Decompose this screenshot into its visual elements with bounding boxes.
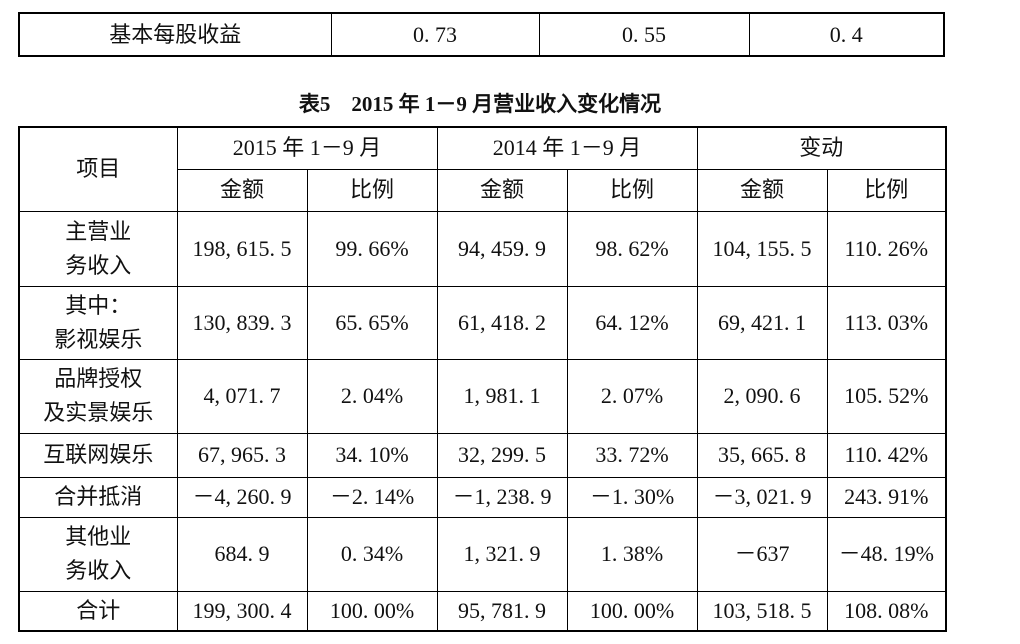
cell: 35, 665. 8	[696, 432, 828, 478]
cell: 1, 321. 9	[436, 516, 568, 592]
sub-header: 比例	[306, 168, 438, 212]
label-line: 互联网娱乐	[43, 442, 154, 467]
data-row: 其他业 务收入 684. 9 0. 34% 1, 321. 9 1. 38% －637 －48…	[18, 516, 947, 592]
cell: －1. 30%	[566, 476, 698, 518]
label-line: 务收入	[65, 558, 132, 583]
label-line: 其中：	[65, 292, 132, 318]
row-label: 品牌授权 及实景娱乐	[18, 358, 178, 434]
cell: 105. 52%	[826, 358, 947, 434]
label-line: 品牌授权	[54, 366, 143, 391]
group-header: 2015 年 1－9 月	[176, 126, 438, 170]
label-line: 务收入	[65, 252, 132, 278]
label-line: 主营业	[65, 218, 132, 244]
data-row: 其中： 影视娱乐 130, 839. 3 65. 65% 61, 418. 2 64. 1…	[18, 285, 947, 360]
cell: 243. 91%	[826, 476, 947, 518]
cell: 2, 090. 6	[696, 358, 828, 434]
header-row: 项目 2015 年 1－9 月 2014 年 1－9 月变动	[18, 126, 947, 212]
group-header: 2014 年 1－9 月	[436, 126, 698, 170]
cell: －48. 19%	[826, 516, 947, 592]
sub-header: 比例	[566, 168, 698, 212]
data-row: 品牌授权 及实景娱乐 4, 071. 7 2. 04% 1, 981. 1 2. 07% 2…	[18, 358, 947, 434]
cell: 2. 07%	[566, 358, 698, 434]
cell: 110. 26%	[826, 210, 947, 287]
label-line: 合并抵消	[54, 484, 143, 509]
cell: －2. 14%	[306, 476, 438, 518]
data-row: 主营业 务收入 198, 615. 5 99. 66% 94, 459. 9 98. 62…	[18, 210, 947, 287]
cell: 199, 300. 4	[176, 590, 308, 632]
cell: 198, 615. 5	[176, 210, 308, 287]
cell: 95, 781. 9	[436, 590, 568, 632]
label-line: 及实景娱乐	[43, 400, 154, 425]
sub-header: 比例	[826, 168, 947, 212]
cell: 108. 08%	[826, 590, 947, 632]
group-header: 变动	[696, 126, 947, 170]
cell: 1, 981. 1	[436, 358, 568, 434]
cell: －3, 021. 9	[696, 476, 828, 518]
label-line: 其他业	[65, 524, 132, 549]
cell: 98. 62%	[566, 210, 698, 287]
cell: 34. 10%	[306, 432, 438, 478]
cell: 0. 55	[538, 12, 750, 57]
revenue-table: 项目 2015 年 1－9 月 2014 年 1－9 月变动 金额 比例 金额 比例 金额 比例…	[18, 126, 948, 632]
row-label: 互联网娱乐	[18, 432, 178, 478]
cell: 32, 299. 5	[436, 432, 568, 478]
row-label: 主营业 务收入	[18, 210, 178, 287]
header-cell: 项目	[18, 126, 178, 212]
cell: 67, 965. 3	[176, 432, 308, 478]
cell: 0. 34%	[306, 516, 438, 592]
cell: －637	[696, 516, 828, 592]
cell: 基本每股收益	[18, 12, 332, 57]
row-label: 其中： 影视娱乐	[18, 285, 178, 360]
cell: 64. 12%	[566, 285, 698, 360]
table-caption: 表5 2015 年 1－9 月营业收入变化情况	[298, 92, 662, 116]
label-line: 合计	[76, 597, 121, 623]
row-label: 合计	[18, 590, 178, 632]
cell: 1. 38%	[566, 516, 698, 592]
top-table: 基本每股收益 0. 73 0. 55 0. 4	[18, 12, 945, 57]
cell: 103, 518. 5	[696, 590, 828, 632]
cell: 61, 418. 2	[436, 285, 568, 360]
cell: 113. 03%	[826, 285, 947, 360]
cell: 100. 00%	[306, 590, 438, 632]
cell: 4, 071. 7	[176, 358, 308, 434]
row-label: 合并抵消	[18, 476, 178, 518]
data-row: 合并抵消 －4, 260. 9 －2. 14% －1, 238. 9 －1. 30% －3…	[18, 476, 947, 518]
cell: 69, 421. 1	[696, 285, 828, 360]
sub-header: 金额	[176, 168, 308, 212]
data-row: 互联网娱乐 67, 965. 3 34. 10% 32, 299. 5 33. 72% 3…	[18, 432, 947, 478]
cell: 0. 73	[330, 12, 540, 57]
cell: 110. 42%	[826, 432, 947, 478]
sub-header: 金额	[696, 168, 828, 212]
cell: 100. 00%	[566, 590, 698, 632]
cell: 94, 459. 9	[436, 210, 568, 287]
data-row: 合计 199, 300. 4 100. 00% 95, 781. 9 100. 00% 1…	[18, 590, 947, 632]
cell: －1, 238. 9	[436, 476, 568, 518]
cell: 130, 839. 3	[176, 285, 308, 360]
sub-header: 金额	[436, 168, 568, 212]
cell: 33. 72%	[566, 432, 698, 478]
cell: 0. 4	[748, 12, 945, 57]
cell: －4, 260. 9	[176, 476, 308, 518]
label-line: 影视娱乐	[54, 326, 143, 352]
cell: 65. 65%	[306, 285, 438, 360]
row: 基本每股收益 0. 73 0. 55 0. 4	[18, 12, 945, 57]
cell: 2. 04%	[306, 358, 438, 434]
row-label: 其他业 务收入	[18, 516, 178, 592]
cell: 104, 155. 5	[696, 210, 828, 287]
cell: 99. 66%	[306, 210, 438, 287]
cell: 684. 9	[176, 516, 308, 592]
